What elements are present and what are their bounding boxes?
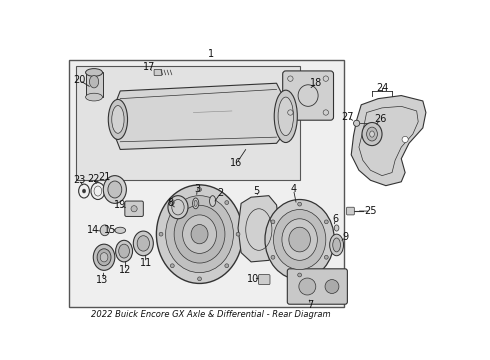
Ellipse shape: [93, 244, 115, 270]
Text: 2: 2: [217, 188, 223, 198]
Bar: [76, 66, 300, 180]
Ellipse shape: [274, 90, 297, 143]
Ellipse shape: [325, 280, 339, 293]
Polygon shape: [351, 95, 426, 186]
Text: 21: 21: [98, 172, 111, 182]
Text: 9: 9: [343, 232, 349, 242]
FancyBboxPatch shape: [154, 69, 162, 76]
Text: 8: 8: [167, 198, 173, 208]
Ellipse shape: [370, 131, 374, 137]
Text: 22: 22: [87, 174, 99, 184]
Text: 17: 17: [143, 62, 155, 72]
Ellipse shape: [193, 198, 199, 209]
Ellipse shape: [367, 127, 377, 141]
Ellipse shape: [333, 238, 341, 252]
Ellipse shape: [271, 255, 275, 259]
Ellipse shape: [273, 210, 326, 270]
Text: 14: 14: [87, 225, 99, 235]
Ellipse shape: [108, 99, 127, 139]
Text: 13: 13: [97, 275, 109, 285]
Ellipse shape: [100, 225, 109, 236]
Ellipse shape: [112, 105, 124, 133]
Ellipse shape: [171, 201, 174, 204]
Polygon shape: [115, 83, 287, 149]
Ellipse shape: [225, 264, 229, 268]
Ellipse shape: [197, 277, 201, 281]
Ellipse shape: [362, 122, 382, 145]
Text: 6: 6: [333, 214, 339, 224]
Ellipse shape: [278, 97, 294, 136]
Ellipse shape: [137, 236, 149, 251]
Ellipse shape: [115, 227, 125, 233]
Ellipse shape: [166, 195, 233, 273]
Ellipse shape: [334, 225, 339, 231]
Text: 25: 25: [364, 206, 377, 216]
Text: 16: 16: [230, 158, 243, 168]
Bar: [86, 72, 102, 97]
Text: 5: 5: [253, 186, 260, 196]
Ellipse shape: [210, 195, 216, 206]
Text: 23: 23: [73, 175, 86, 185]
Ellipse shape: [97, 249, 111, 266]
Ellipse shape: [131, 206, 137, 212]
Text: 4: 4: [291, 184, 296, 194]
Polygon shape: [238, 195, 280, 262]
Ellipse shape: [86, 93, 102, 101]
Ellipse shape: [116, 240, 132, 262]
Ellipse shape: [265, 199, 334, 280]
Text: 20: 20: [73, 75, 86, 85]
Ellipse shape: [191, 225, 208, 244]
Ellipse shape: [194, 200, 197, 206]
Ellipse shape: [156, 185, 243, 283]
Ellipse shape: [354, 120, 360, 126]
Ellipse shape: [103, 176, 126, 203]
Text: 10: 10: [247, 274, 260, 284]
Ellipse shape: [330, 234, 343, 256]
Text: 24: 24: [376, 83, 388, 93]
Text: 11: 11: [140, 258, 152, 267]
Ellipse shape: [225, 201, 229, 204]
Ellipse shape: [402, 136, 408, 143]
FancyBboxPatch shape: [283, 71, 334, 120]
Bar: [69, 60, 344, 306]
Ellipse shape: [282, 219, 318, 260]
Ellipse shape: [82, 189, 86, 193]
Ellipse shape: [298, 273, 301, 277]
Ellipse shape: [324, 255, 328, 259]
Ellipse shape: [271, 220, 275, 224]
FancyBboxPatch shape: [287, 269, 347, 304]
Ellipse shape: [174, 205, 225, 263]
Text: 19: 19: [114, 200, 126, 210]
Ellipse shape: [171, 264, 174, 268]
Ellipse shape: [197, 188, 201, 192]
Ellipse shape: [133, 231, 153, 256]
Ellipse shape: [168, 195, 188, 219]
Text: 2022 Buick Encore GX Axle & Differential - Rear Diagram: 2022 Buick Encore GX Axle & Differential…: [91, 310, 331, 319]
Text: 26: 26: [374, 114, 387, 123]
Ellipse shape: [298, 202, 301, 206]
Ellipse shape: [89, 76, 98, 88]
Text: 1: 1: [208, 49, 214, 59]
Text: 27: 27: [341, 112, 354, 122]
Ellipse shape: [119, 244, 129, 258]
Ellipse shape: [159, 232, 163, 236]
Text: 15: 15: [104, 225, 117, 235]
FancyBboxPatch shape: [346, 207, 354, 215]
Text: 18: 18: [311, 78, 323, 88]
Ellipse shape: [86, 69, 102, 76]
Ellipse shape: [299, 278, 316, 295]
FancyBboxPatch shape: [258, 275, 270, 285]
Ellipse shape: [108, 181, 122, 198]
Ellipse shape: [183, 215, 217, 253]
FancyBboxPatch shape: [125, 201, 143, 216]
Ellipse shape: [324, 220, 328, 224]
Text: 3: 3: [194, 184, 200, 194]
Ellipse shape: [289, 227, 311, 252]
Text: 12: 12: [120, 265, 132, 275]
Ellipse shape: [236, 232, 240, 236]
Text: 7: 7: [307, 300, 314, 310]
Ellipse shape: [100, 253, 108, 262]
